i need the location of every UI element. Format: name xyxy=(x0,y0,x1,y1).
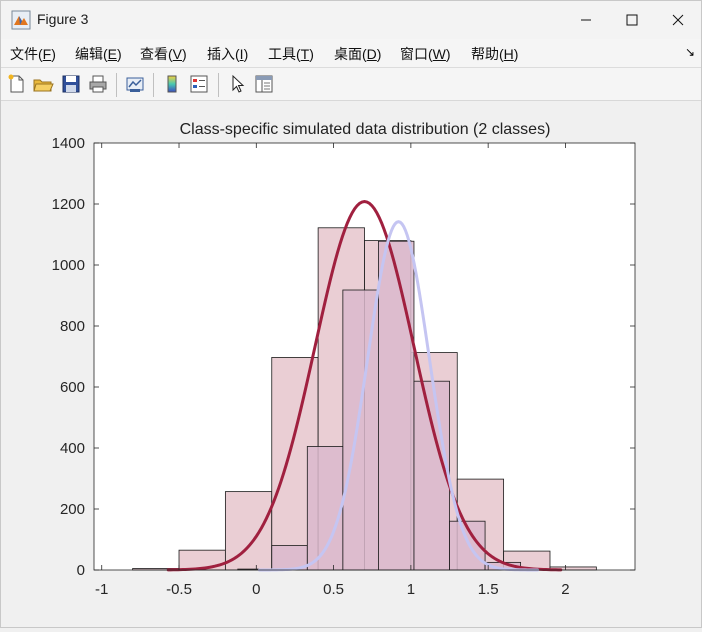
density-curve xyxy=(166,200,563,572)
menu-insert[interactable]: 插入(I) xyxy=(207,46,249,62)
y-tick-label: 1000 xyxy=(52,257,85,274)
x-tick-label: -0.5 xyxy=(166,581,192,598)
y-tick-label: 400 xyxy=(60,440,85,457)
toolbar-separator xyxy=(153,73,154,97)
x-tick-label: 2 xyxy=(561,581,569,598)
maximize-icon xyxy=(626,14,638,26)
density-curve xyxy=(257,220,540,572)
x-tick-label: 1.5 xyxy=(478,581,499,598)
maximize-button[interactable] xyxy=(609,1,655,39)
property-inspector-icon[interactable] xyxy=(253,73,275,95)
open-folder-icon[interactable] xyxy=(32,73,54,95)
chart-title: Class-specific simulated data distributi… xyxy=(180,121,551,138)
menu-view[interactable]: 查看(V) xyxy=(140,46,187,62)
figure-canvas[interactable]: 0 200 400 600 800 1000 1200 1400 -1 -0.5 0 0.5 1 1.5 2… xyxy=(1,101,701,627)
close-icon xyxy=(672,14,684,26)
menu-bar: 文件(F) 编辑(E) 查看(V) 插入(I) 工具(T) 桌面(D) 窗口(W… xyxy=(1,39,701,67)
y-tick-label: 1200 xyxy=(52,196,85,213)
histogram-bar xyxy=(224,491,273,571)
menu-window[interactable]: 窗口(W) xyxy=(400,46,451,62)
x-tick-label: -1 xyxy=(95,581,108,598)
menu-desktop[interactable]: 桌面(D) xyxy=(334,46,382,62)
y-tick-label: 1400 xyxy=(52,135,85,152)
window-title: Figure 3 xyxy=(37,11,89,27)
toolbar-separator xyxy=(218,73,219,97)
y-tick-label: 800 xyxy=(60,318,85,335)
new-file-icon[interactable] xyxy=(6,73,28,95)
link-plot-icon[interactable] xyxy=(124,73,146,95)
toolbar-separator xyxy=(116,73,117,97)
x-tick-label: 1 xyxy=(407,581,415,598)
histogram-bar xyxy=(342,289,379,571)
menu-file[interactable]: 文件(F) xyxy=(10,46,56,62)
save-icon[interactable] xyxy=(60,73,82,95)
x-tick-label: 0.5 xyxy=(323,581,344,598)
close-button[interactable] xyxy=(655,1,701,39)
dock-arrow-icon[interactable]: ↘ xyxy=(684,45,695,59)
print-icon[interactable] xyxy=(87,73,109,95)
y-tick-label: 0 xyxy=(77,562,85,579)
x-tick-label: 0 xyxy=(252,581,260,598)
title-bar[interactable]: Figure 3 xyxy=(1,1,701,39)
histogram-bar xyxy=(271,545,308,571)
minimize-button[interactable] xyxy=(563,1,609,39)
minimize-icon xyxy=(581,19,591,21)
toolbar xyxy=(1,67,701,101)
menu-edit[interactable]: 编辑(E) xyxy=(75,46,122,62)
histogram-bar xyxy=(378,240,415,571)
y-tick-label: 200 xyxy=(60,501,85,518)
histogram-bar xyxy=(413,380,450,571)
legend-icon[interactable] xyxy=(188,73,210,95)
menu-help[interactable]: 帮助(H) xyxy=(471,46,519,62)
menu-tools[interactable]: 工具(T) xyxy=(268,46,314,62)
colorbar-icon[interactable] xyxy=(161,73,183,95)
y-tick-label: 600 xyxy=(60,379,85,396)
axes-box xyxy=(93,142,636,571)
matlab-figure-icon xyxy=(11,10,31,30)
histogram-chart[interactable]: 0 200 400 600 800 1000 1200 1400 -1 -0.5 0 0.5 1 1.5 2… xyxy=(1,101,701,627)
pointer-icon[interactable] xyxy=(227,73,249,95)
